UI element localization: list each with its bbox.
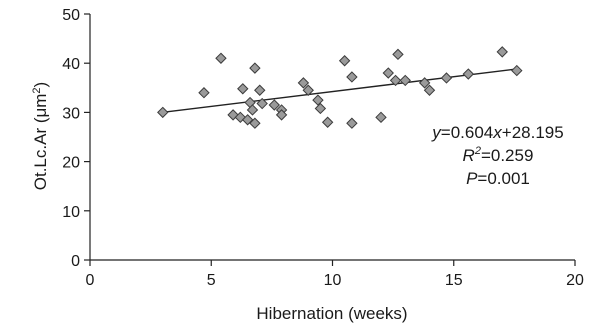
data-point	[256, 97, 268, 110]
x-tick-label: 15	[445, 272, 463, 289]
x-axis-title: Hibernation (weeks)	[256, 304, 407, 323]
data-point	[275, 109, 288, 121]
data-point	[215, 52, 227, 64]
data-point	[321, 116, 334, 128]
regression-equation: y=0.604x+28.195	[431, 123, 563, 142]
y-axis-title: Ot.Lc.Ar (μm2)	[31, 82, 50, 190]
data-point	[249, 117, 261, 129]
data-point	[418, 77, 431, 89]
data-point	[440, 72, 453, 84]
y-tick-label: 0	[71, 253, 80, 270]
data-point	[389, 74, 402, 87]
data-point	[338, 55, 351, 67]
y-tick-label: 50	[62, 7, 80, 24]
x-tick-label: 10	[324, 272, 342, 289]
data-point	[346, 71, 358, 83]
data-point	[346, 117, 358, 129]
data-point	[302, 84, 314, 96]
data-point	[382, 67, 394, 79]
p-value-label: P=0.001	[466, 169, 530, 188]
data-point	[198, 87, 210, 99]
y-tick-label: 10	[62, 204, 80, 221]
data-point	[241, 114, 254, 126]
data-point	[249, 62, 261, 74]
y-tick-label: 40	[62, 56, 80, 73]
data-point	[462, 68, 475, 80]
data-point	[423, 84, 436, 96]
data-point	[157, 106, 169, 119]
data-point	[246, 104, 259, 116]
data-point	[268, 99, 281, 111]
y-tick-label: 20	[62, 155, 80, 172]
y-tick-label: 30	[62, 105, 80, 122]
x-tick-label: 5	[207, 272, 216, 289]
trend-line	[162, 68, 517, 114]
r-squared-label: R2=0.259	[463, 145, 534, 165]
data-point	[312, 94, 324, 106]
data-point	[399, 74, 411, 87]
data-point	[375, 111, 387, 124]
data-point	[297, 77, 310, 89]
data-point	[496, 46, 508, 58]
data-point	[392, 48, 404, 61]
data-point	[254, 84, 266, 96]
x-tick-label: 20	[566, 272, 584, 289]
axes: 0 5 10 15 20 0 10 20 30 40 50	[62, 7, 584, 289]
data-point	[511, 64, 523, 77]
data-point	[237, 83, 249, 95]
x-tick-label: 0	[86, 272, 95, 289]
data-point	[314, 102, 327, 115]
data-points	[157, 46, 523, 129]
